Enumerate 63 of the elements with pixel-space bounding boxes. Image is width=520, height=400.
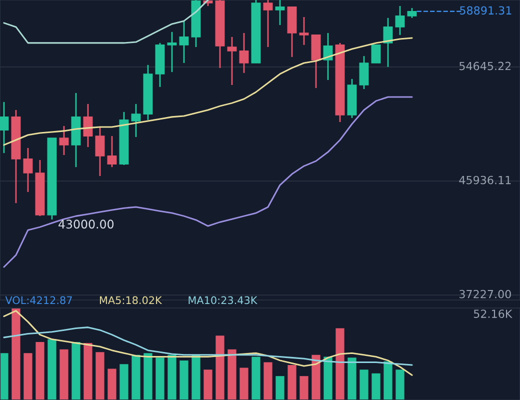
bar [348, 358, 356, 400]
bar [0, 353, 8, 400]
y-tick-label: 37227.00 [459, 290, 511, 298]
candlestick [95, 126, 105, 177]
bar [24, 353, 32, 400]
bar [120, 364, 128, 400]
candlestick [359, 55, 369, 90]
y-tick-label: 54645.22 [460, 62, 511, 70]
bar [12, 308, 20, 400]
candlestick [107, 135, 117, 168]
bar [48, 339, 56, 400]
bar [360, 370, 368, 400]
y-tick-label: 45936.11 [459, 176, 511, 184]
candlestick [239, 32, 249, 74]
bar [300, 376, 308, 400]
bar [192, 354, 200, 400]
bar [156, 358, 164, 400]
text: MA10:23.43K [188, 296, 258, 304]
bar [108, 368, 116, 400]
candlestick [275, 0, 285, 26]
bar [324, 356, 332, 400]
candlestick [227, 36, 237, 86]
line-series [3, 96, 413, 268]
bar [132, 354, 140, 400]
candlestick [131, 103, 141, 138]
candlestick [83, 103, 93, 148]
series-label: VOL:4212.87 [5, 296, 72, 304]
ref-line-label: 58891.31 [460, 6, 512, 15]
candlestick [395, 5, 405, 36]
text: MA5:18.02K [100, 296, 162, 304]
bar [312, 354, 320, 400]
candlestick [59, 125, 69, 156]
bar [36, 342, 44, 400]
bar [276, 376, 284, 400]
bar [264, 362, 272, 400]
bar [144, 353, 152, 400]
candlestick [371, 44, 381, 64]
bar [72, 342, 80, 400]
bar [288, 365, 296, 400]
bar [240, 368, 248, 400]
candlestick [299, 16, 309, 46]
candlestick [179, 20, 189, 64]
candlestick [407, 7, 417, 19]
candlestick [263, 0, 273, 48]
bar [204, 370, 212, 400]
bar [96, 352, 104, 400]
annotation: 43000.00 [58, 220, 114, 229]
bar [372, 373, 380, 400]
bar [84, 342, 92, 400]
bar [228, 349, 236, 400]
bar [336, 328, 344, 400]
bar [168, 354, 176, 400]
bar [60, 349, 68, 400]
bar [252, 356, 260, 400]
text: 52.16K [474, 310, 512, 318]
bar [180, 360, 188, 400]
candlestick [0, 101, 9, 154]
bar [216, 336, 224, 400]
candlestick [323, 32, 333, 81]
candlestick [23, 147, 33, 193]
candlestick [167, 31, 177, 73]
bar [384, 361, 392, 400]
bar [396, 370, 404, 400]
